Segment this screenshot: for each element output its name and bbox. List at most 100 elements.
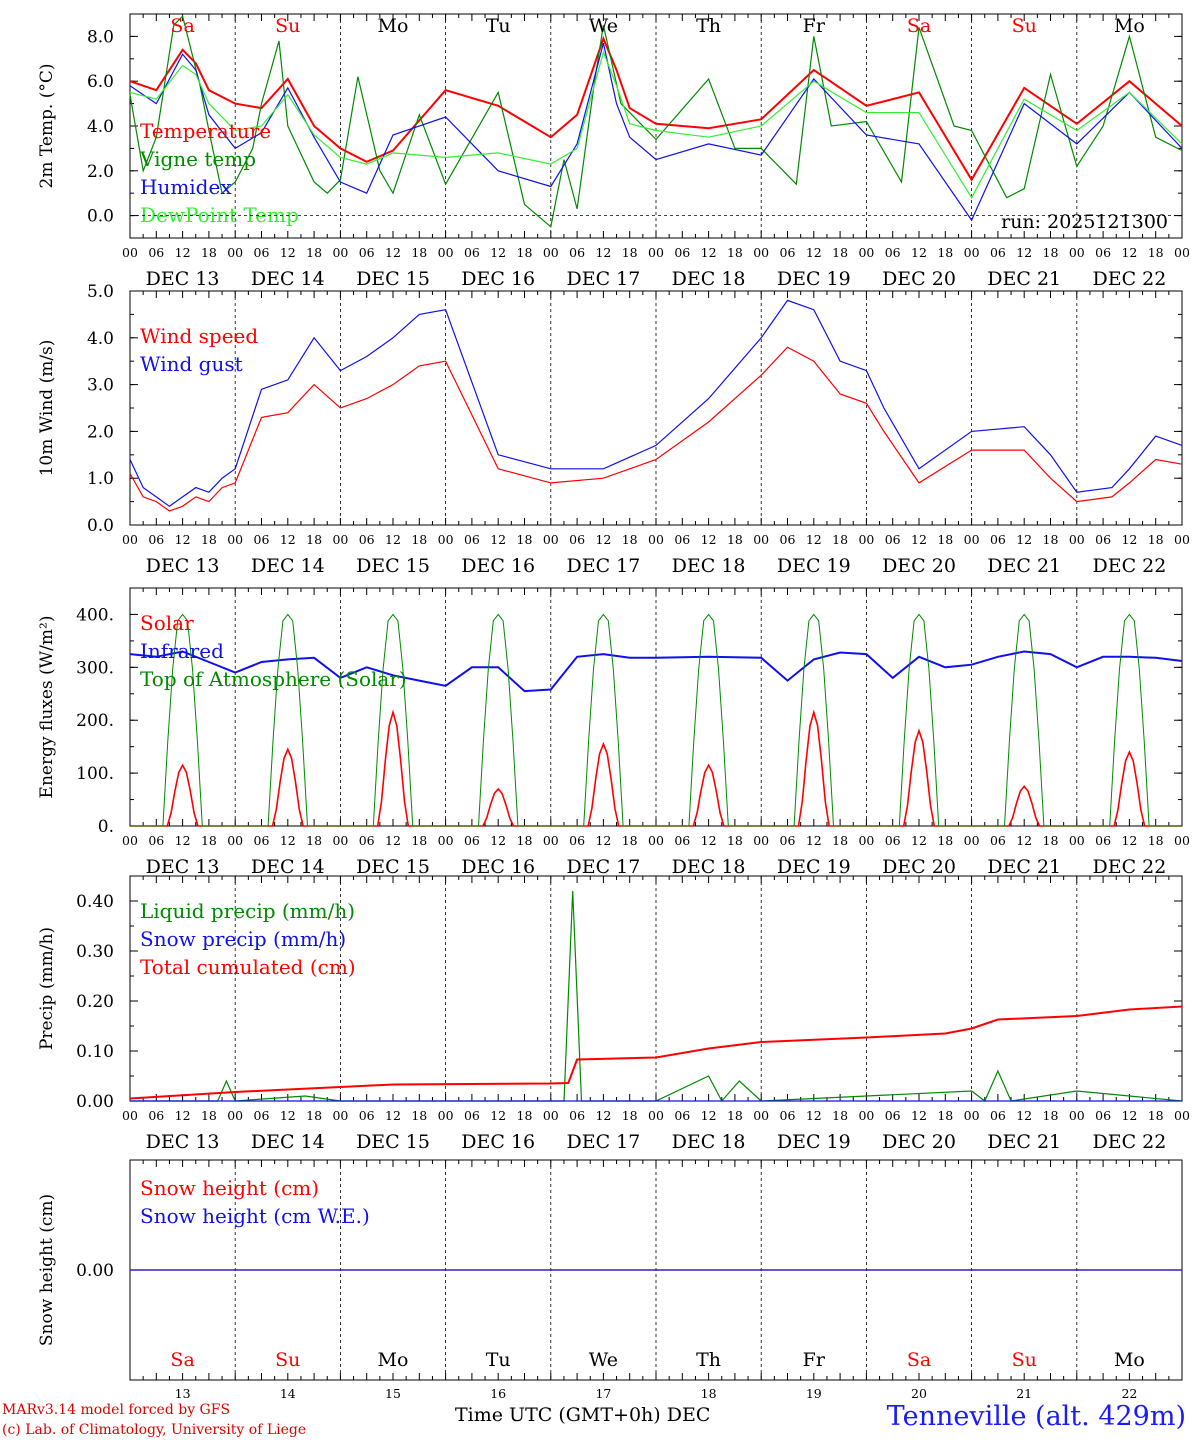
- weekday-label: Mo: [378, 1349, 409, 1371]
- y-tick-label: 5.0: [87, 282, 114, 302]
- hour-tick-label: 06: [148, 532, 164, 547]
- y-tick-label: 6.0: [87, 72, 114, 92]
- y-tick-label: 0.00: [76, 1092, 114, 1112]
- hour-tick-label: 06: [674, 532, 690, 547]
- day-label: DEC 14: [251, 1131, 325, 1153]
- hour-tick-label: 12: [701, 245, 717, 260]
- y-tick-label: 0.00: [76, 1261, 114, 1281]
- weekday-label: Sa: [907, 15, 931, 37]
- day-label: DEC 21: [987, 555, 1061, 577]
- hour-tick-label: 00: [753, 532, 769, 547]
- hour-tick-label: 18: [1148, 833, 1164, 848]
- hour-tick-label: 00: [648, 245, 664, 260]
- weekday-label: Mo: [1114, 1349, 1145, 1371]
- hour-tick-label: 18: [622, 833, 638, 848]
- y-axis-label: Snow height (cm): [37, 1194, 57, 1346]
- hour-tick-label: 06: [885, 532, 901, 547]
- weekday-label: Sa: [170, 1349, 194, 1371]
- hour-tick-label: 12: [490, 532, 506, 547]
- hour-tick-label: 18: [832, 1108, 848, 1123]
- day-label: DEC 14: [251, 555, 325, 577]
- day-label: DEC 20: [882, 268, 956, 290]
- hour-tick-label: 12: [595, 833, 611, 848]
- legend-entry: Infrared: [140, 639, 224, 663]
- series-vigne-temp: [129, 15, 1183, 228]
- hour-tick-label: 00: [227, 1108, 243, 1123]
- series-humidex: [129, 42, 1183, 222]
- hour-tick-label: 06: [780, 532, 796, 547]
- hour-tick-label: 00: [1174, 532, 1190, 547]
- hour-tick-label: 06: [674, 245, 690, 260]
- y-tick-label: 100.: [76, 764, 114, 784]
- panel-3: [129, 587, 1183, 827]
- day-label: DEC 14: [251, 856, 325, 878]
- panel-5: [129, 1159, 1183, 1381]
- hour-tick-label: 00: [753, 833, 769, 848]
- hour-tick-label: 12: [280, 245, 296, 260]
- hour-tick-label: 18: [201, 833, 217, 848]
- legend-entry: Wind speed: [140, 324, 258, 348]
- hour-tick-label: 12: [701, 833, 717, 848]
- hour-tick-label: 18: [1043, 532, 1059, 547]
- day-label: DEC 19: [777, 1131, 851, 1153]
- y-tick-label: 1.0: [87, 469, 114, 489]
- day-number: 14: [280, 1386, 296, 1401]
- weekday-label: Sa: [170, 15, 194, 37]
- hour-tick-label: 12: [1016, 245, 1032, 260]
- day-number: 20: [911, 1386, 927, 1401]
- weekday-label: Fr: [803, 1349, 826, 1371]
- hour-tick-label: 00: [122, 833, 138, 848]
- day-number: 22: [1121, 1386, 1137, 1401]
- series-dewpoint-temp: [129, 50, 1183, 199]
- hour-tick-label: 00: [543, 245, 559, 260]
- hour-tick-label: 12: [806, 833, 822, 848]
- hour-tick-label: 00: [227, 245, 243, 260]
- hour-tick-label: 18: [306, 833, 322, 848]
- hour-tick-label: 18: [517, 1108, 533, 1123]
- hour-tick-label: 00: [543, 833, 559, 848]
- day-label: DEC 22: [1092, 555, 1166, 577]
- series-liquid-precip-mm-h-: [130, 890, 1183, 1103]
- series-total-cumulated-cm-: [129, 1005, 1183, 1100]
- x-axis-label: Time UTC (GMT+0h) DEC: [455, 1404, 710, 1426]
- day-label: DEC 19: [777, 555, 851, 577]
- hour-tick-label: 12: [1121, 245, 1137, 260]
- legend-entry: Snow height (cm): [140, 1176, 319, 1200]
- hour-tick-label: 00: [964, 833, 980, 848]
- hour-tick-label: 12: [490, 833, 506, 848]
- hour-tick-label: 00: [964, 532, 980, 547]
- hour-tick-label: 06: [780, 1108, 796, 1123]
- hour-tick-label: 00: [964, 1108, 980, 1123]
- hour-tick-label: 12: [175, 245, 191, 260]
- hour-tick-label: 18: [1148, 245, 1164, 260]
- hour-tick-label: 00: [1069, 245, 1085, 260]
- y-tick-label: 4.0: [87, 329, 114, 349]
- day-label: DEC 20: [882, 856, 956, 878]
- hour-tick-label: 12: [1016, 532, 1032, 547]
- hour-tick-label: 00: [1069, 833, 1085, 848]
- hour-tick-label: 18: [937, 245, 953, 260]
- hour-tick-label: 06: [885, 245, 901, 260]
- hour-tick-label: 06: [780, 833, 796, 848]
- hour-tick-label: 00: [1069, 532, 1085, 547]
- day-label: DEC 13: [146, 1131, 220, 1153]
- hour-tick-label: 06: [780, 245, 796, 260]
- y-tick-label: 400.: [76, 605, 114, 625]
- hour-tick-label: 12: [806, 532, 822, 547]
- hour-tick-label: 06: [885, 1108, 901, 1123]
- hour-tick-label: 18: [411, 245, 427, 260]
- hour-tick-label: 18: [201, 532, 217, 547]
- weekday-label: Su: [1012, 1349, 1037, 1371]
- y-tick-label: 300.: [76, 658, 114, 678]
- day-label: DEC 15: [356, 1131, 430, 1153]
- hour-tick-label: 18: [201, 245, 217, 260]
- y-tick-label: 4.0: [87, 117, 114, 137]
- hour-tick-label: 00: [858, 833, 874, 848]
- y-axis-label: 2m Temp. (°C): [37, 63, 57, 188]
- hour-tick-label: 06: [359, 833, 375, 848]
- hour-tick-label: 12: [1121, 532, 1137, 547]
- hour-tick-label: 00: [227, 532, 243, 547]
- hour-tick-label: 12: [701, 532, 717, 547]
- hour-tick-label: 06: [148, 833, 164, 848]
